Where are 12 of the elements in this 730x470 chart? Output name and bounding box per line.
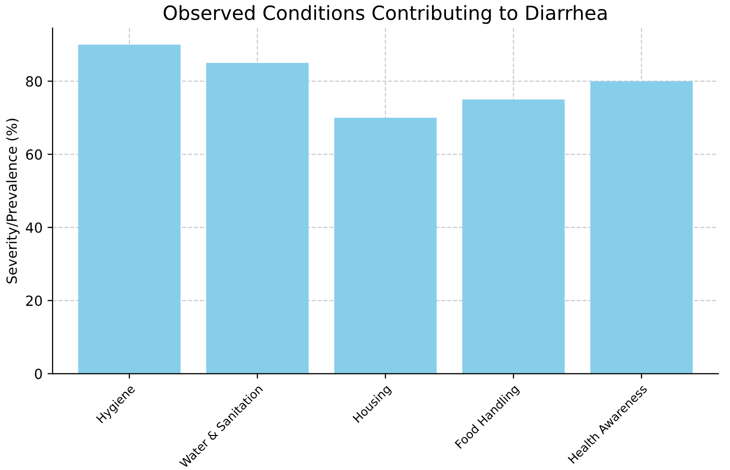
chart-title: Observed Conditions Contributing to Diarrhea [164, 5, 607, 24]
y-tick-label: 80 [26, 76, 42, 87]
y-tick-label: 20 [26, 296, 42, 306]
y-tick-label: 60 [26, 149, 42, 160]
y-tick-label: 0 [34, 368, 42, 380]
bar [462, 99, 565, 374]
bar [206, 62, 309, 374]
bar [334, 118, 437, 374]
bar [590, 81, 693, 374]
y-tick-label: 40 [26, 222, 42, 233]
y-axis-title: Severity/Prevalence (%) [6, 118, 20, 284]
bar [78, 44, 181, 374]
